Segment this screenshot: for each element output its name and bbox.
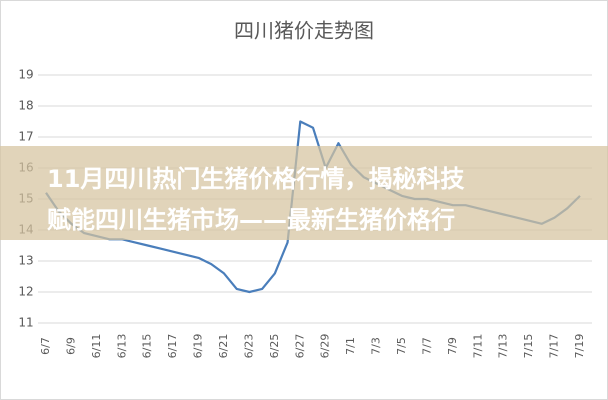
x-tick-label: 6/21 bbox=[217, 334, 230, 359]
banner-line: 11月四川热门生猪价格行情，揭秘科技 bbox=[47, 165, 465, 193]
x-tick-label: 7/5 bbox=[395, 337, 408, 355]
y-tick-label: 19 bbox=[18, 68, 33, 82]
y-tick-label: 18 bbox=[18, 99, 33, 113]
banner-line: 赋能四川生猪市场——最新生猪价格行 bbox=[47, 206, 455, 234]
x-tick-label: 6/25 bbox=[268, 334, 281, 359]
x-tick-label: 6/27 bbox=[293, 334, 306, 359]
y-tick-label: 11 bbox=[18, 316, 33, 330]
x-tick-label: 7/17 bbox=[548, 334, 561, 359]
x-tick-label: 7/15 bbox=[522, 334, 535, 359]
x-tick-label: 6/15 bbox=[141, 334, 154, 359]
chart-title: 四川猪价走势图 bbox=[234, 19, 374, 43]
banner bbox=[0, 146, 608, 240]
x-tick-label: 7/3 bbox=[370, 337, 383, 355]
x-tick-label: 6/13 bbox=[115, 334, 128, 359]
y-tick-label: 17 bbox=[18, 130, 33, 144]
x-tick-label: 6/19 bbox=[192, 334, 205, 359]
x-tick-label: 6/11 bbox=[90, 334, 103, 359]
x-tick-label: 6/23 bbox=[242, 334, 255, 359]
x-tick-label: 7/9 bbox=[446, 337, 459, 355]
x-tick-label: 7/1 bbox=[344, 337, 357, 355]
x-tick-label: 6/9 bbox=[64, 337, 77, 355]
x-tick-label: 7/7 bbox=[420, 337, 433, 355]
x-tick-label: 7/11 bbox=[471, 334, 484, 359]
x-tick-label: 7/13 bbox=[497, 334, 510, 359]
y-tick-label: 13 bbox=[18, 254, 33, 268]
x-tick-label: 6/17 bbox=[166, 334, 179, 359]
x-tick-label: 6/29 bbox=[319, 334, 332, 359]
x-tick-label: 6/7 bbox=[39, 337, 52, 355]
y-tick-label: 12 bbox=[18, 285, 33, 299]
x-tick-label: 7/19 bbox=[573, 334, 586, 359]
